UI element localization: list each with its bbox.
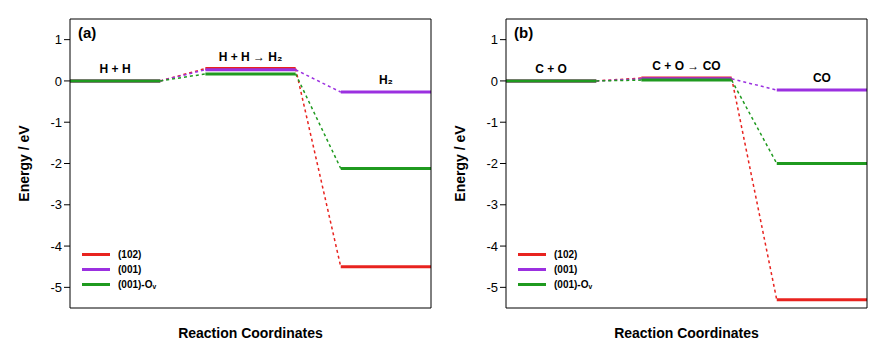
html-text:(b): (b) (514, 24, 534, 41)
svg-text:Reaction Coordinates: Reaction Coordinates (178, 325, 323, 341)
svg-text:-3: -3 (486, 197, 498, 212)
svg-text:-1: -1 (486, 115, 498, 130)
svg-text:-3: -3 (50, 197, 62, 212)
svg-text:CO: CO (813, 71, 831, 85)
svg-text:-5: -5 (50, 280, 62, 295)
svg-text:-2: -2 (486, 156, 498, 171)
svg-text:Energy / eV: Energy / eV (452, 125, 468, 202)
svg-text:Energy / eV: Energy / eV (16, 125, 32, 202)
html-text:(001): (001) (554, 264, 578, 275)
svg-text:-1: -1 (50, 115, 62, 130)
html-text:(a): (a) (78, 24, 97, 41)
svg-text:-5: -5 (486, 280, 498, 295)
svg-text:Reaction Coordinates: Reaction Coordinates (614, 325, 759, 341)
svg-text:-4: -4 (50, 239, 62, 254)
svg-text:1: 1 (491, 32, 498, 47)
html-text:(001): (001) (118, 264, 142, 275)
svg-text:H + H → H₂: H + H → H₂ (219, 50, 283, 64)
svg-text:C + O → CO: C + O → CO (652, 59, 720, 73)
svg-text:-4: -4 (486, 239, 498, 254)
html-text:(102): (102) (554, 249, 578, 260)
html-text:(001)-Oᵥ: (001)-Oᵥ (554, 279, 593, 290)
svg-text:1: 1 (55, 32, 62, 47)
svg-text:-2: -2 (50, 156, 62, 171)
svg-text:H + H: H + H (100, 62, 131, 76)
svg-text:C + O: C + O (535, 62, 567, 76)
svg-text:0: 0 (491, 74, 498, 89)
html-text:(001)-Oᵥ: (001)-Oᵥ (118, 279, 157, 290)
svg-text:0: 0 (55, 74, 62, 89)
svg-text:H₂: H₂ (379, 73, 393, 87)
html-text:(102): (102) (118, 249, 142, 260)
